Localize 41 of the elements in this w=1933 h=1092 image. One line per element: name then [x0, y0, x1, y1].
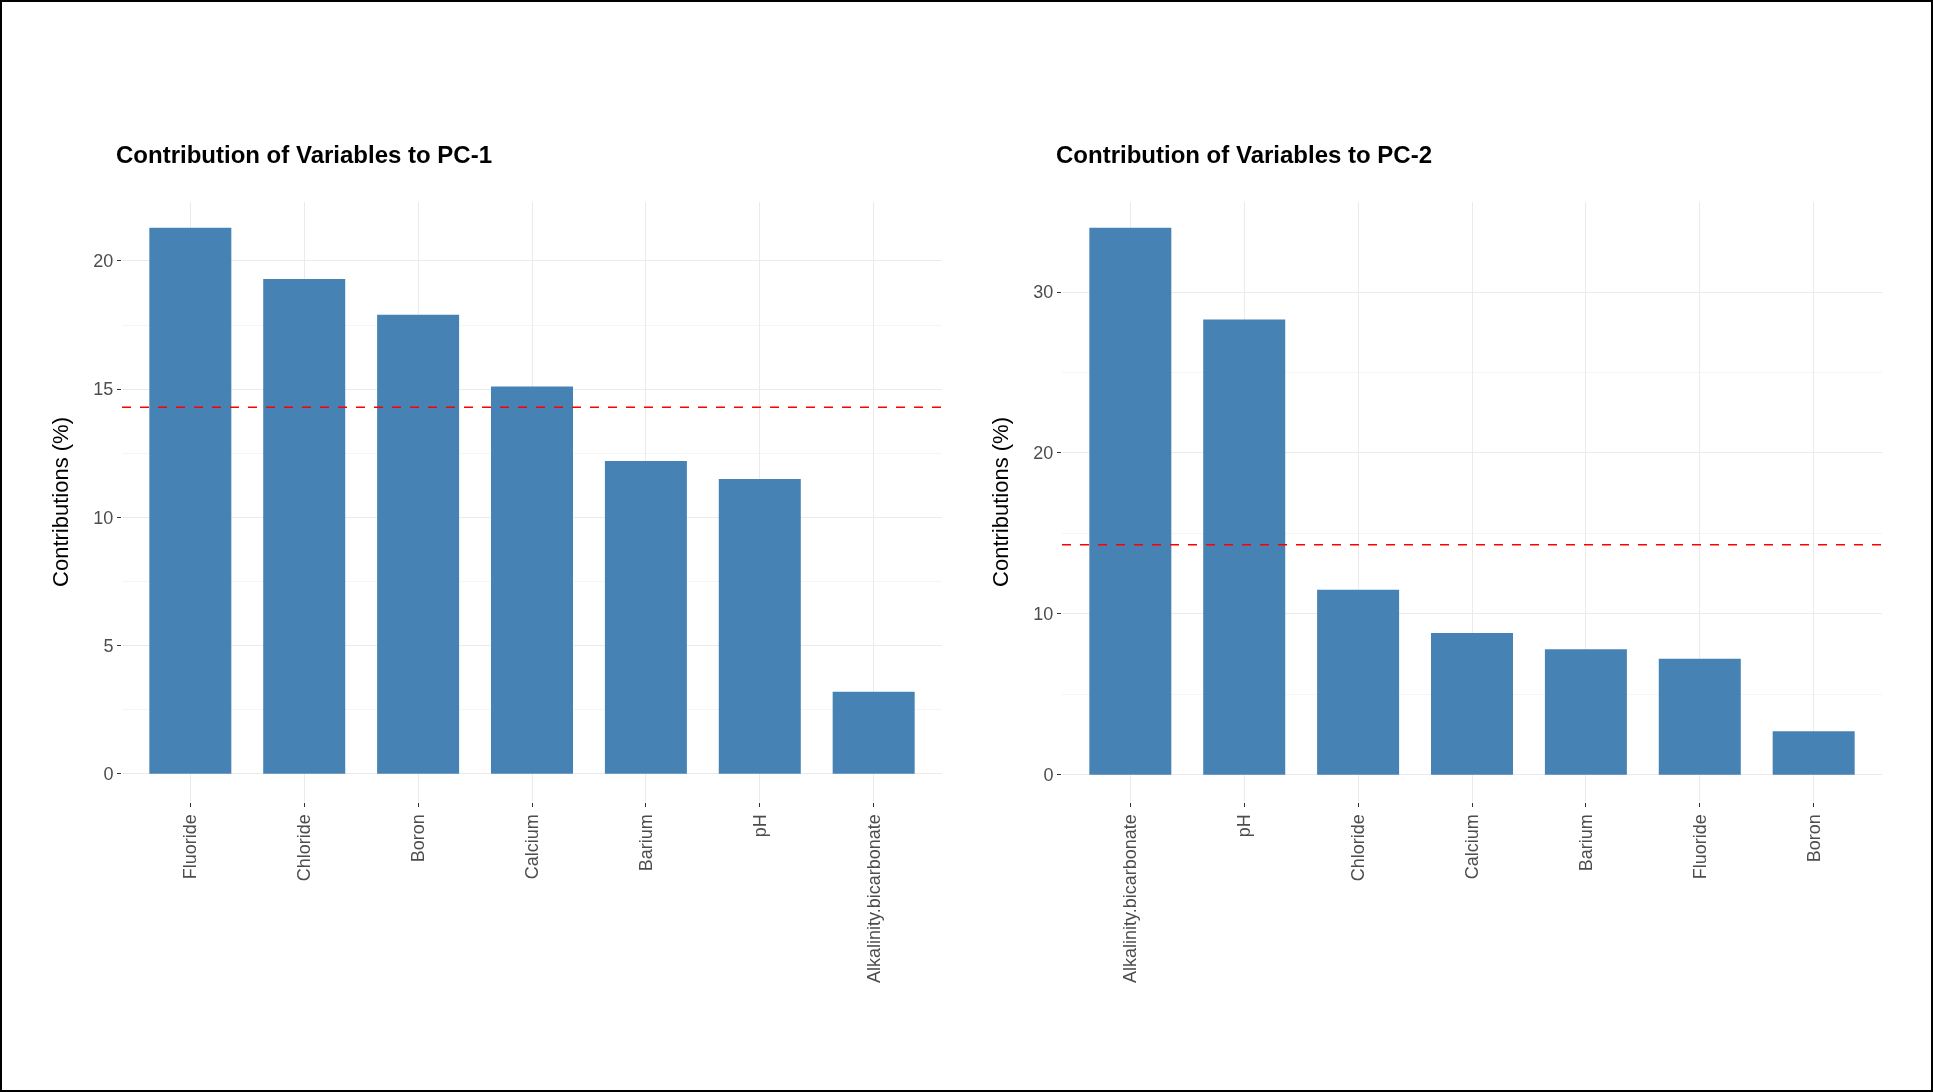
x-tick-label: Boron	[407, 814, 428, 863]
x-tick-label: Chloride	[294, 814, 315, 882]
x-tick-label: Boron	[1803, 814, 1824, 863]
y-tick-label: 15	[93, 379, 114, 400]
bar	[1317, 589, 1400, 775]
x-tick-label: Fluoride	[180, 814, 201, 880]
bar	[718, 478, 801, 774]
bar	[377, 314, 460, 774]
bar	[1772, 731, 1855, 775]
x-tick-label: Calcium	[521, 814, 542, 880]
bar	[1431, 633, 1513, 775]
bar	[1658, 658, 1741, 775]
y-tick-label: 30	[1033, 282, 1054, 303]
bar	[832, 691, 915, 774]
bar	[491, 386, 573, 774]
x-tick-label: pH	[1234, 814, 1255, 838]
y-tick-label: 5	[103, 635, 114, 656]
bar	[604, 460, 687, 774]
chart-title: Contribution of Variables to PC-2	[1056, 140, 1433, 168]
chart-title: Contribution of Variables to PC-1	[116, 140, 493, 168]
y-axis-title: Contributions (%)	[48, 417, 73, 587]
bar	[263, 278, 346, 774]
y-tick-label: 20	[1033, 443, 1054, 464]
x-tick-label: Alkalinity.bicarbonate	[1120, 814, 1141, 983]
x-tick-label: Barium	[635, 814, 656, 872]
bar	[1203, 319, 1286, 775]
x-tick-label: Calcium	[1461, 814, 1482, 880]
y-tick-label: 20	[93, 251, 114, 272]
x-tick-label: Barium	[1575, 814, 1596, 872]
x-tick-label: pH	[749, 814, 770, 838]
y-tick-label: 10	[93, 507, 114, 528]
y-tick-label: 10	[1033, 604, 1054, 625]
y-axis-title: Contributions (%)	[988, 417, 1013, 587]
x-tick-label: Chloride	[1347, 814, 1368, 882]
bar	[1089, 227, 1172, 775]
bar	[149, 227, 232, 774]
y-tick-label: 0	[103, 764, 114, 785]
y-tick-label: 0	[1043, 764, 1054, 785]
x-tick-label: Alkalinity.bicarbonate	[863, 814, 884, 983]
bar	[1544, 649, 1627, 775]
x-tick-label: Fluoride	[1689, 814, 1710, 880]
